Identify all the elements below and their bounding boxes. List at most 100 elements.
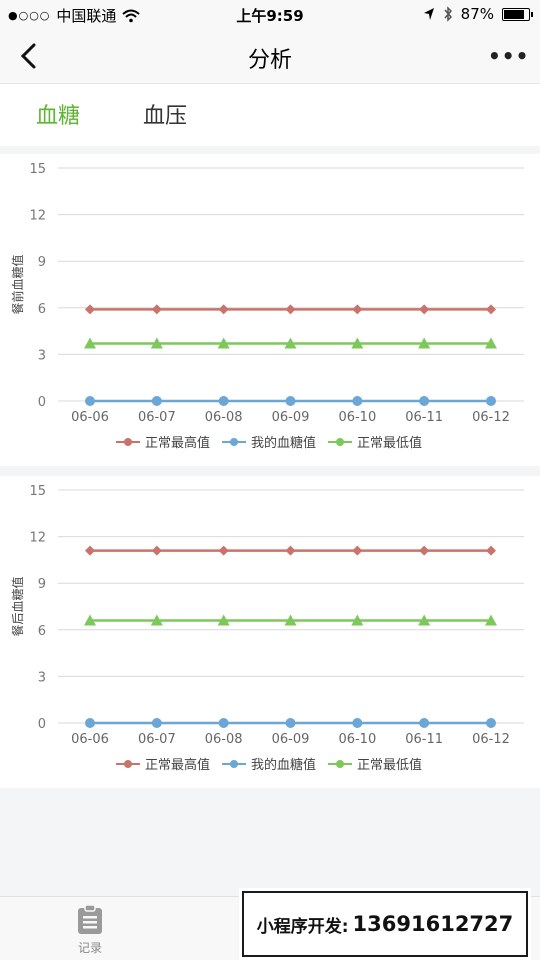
legend-item-0: 正常最高值 xyxy=(116,435,210,451)
data-point xyxy=(151,304,162,315)
data-point xyxy=(285,545,296,556)
legend-marker xyxy=(124,760,132,768)
y-tick-label: 6 xyxy=(38,624,46,639)
bluetooth-icon xyxy=(444,6,452,22)
y-axis-label: 餐后血糖值 xyxy=(10,576,25,636)
data-point xyxy=(218,304,229,315)
promo-banner: 小程序开发: 13691612727 xyxy=(242,891,528,957)
x-tick-label: 06-06 xyxy=(71,410,109,425)
data-point xyxy=(352,396,363,406)
chart-panel-before-meal: 0 3 6 9 12 15 06-06 06-07 06-08 06-09 06-10 06-11 06… xyxy=(0,154,540,466)
data-point xyxy=(151,718,162,728)
data-point xyxy=(486,396,496,406)
location-arrow-icon xyxy=(423,8,434,20)
x-tick-label: 06-10 xyxy=(338,410,376,425)
bottom-nav-record[interactable]: 记录 xyxy=(60,905,120,956)
legend-marker xyxy=(124,438,132,446)
legend-item-2: 正常最低值 xyxy=(328,435,422,451)
legend-label: 正常最高值 xyxy=(145,757,210,773)
data-point xyxy=(419,718,430,728)
data-point xyxy=(352,304,363,315)
series-2 xyxy=(84,337,497,349)
x-tick-label: 06-08 xyxy=(205,410,243,425)
data-point xyxy=(85,545,95,556)
legend-label: 正常最低值 xyxy=(357,435,422,451)
data-point xyxy=(84,614,96,626)
legend-marker xyxy=(336,438,344,446)
data-point xyxy=(486,718,496,728)
series-0 xyxy=(85,304,496,315)
carrier-name: 中国联通 xyxy=(56,7,117,25)
series-1 xyxy=(85,396,496,406)
tab-blood-pressure[interactable]: 血压 xyxy=(143,104,188,129)
data-point xyxy=(150,337,163,349)
clipboard-icon xyxy=(78,905,102,934)
y-tick-label: 15 xyxy=(29,162,46,177)
data-point xyxy=(284,614,297,626)
chart-before-meal: 0 3 6 9 12 15 06-06 06-07 06-08 06-09 06-10 06-11 06… xyxy=(10,162,524,451)
data-point xyxy=(351,614,364,626)
chart-panel-after-meal: 0 3 6 9 12 15 06-06 06-07 06-08 06-09 06-10 06-11 06… xyxy=(0,476,540,788)
legend-item-1: 我的血糖值 xyxy=(222,435,316,451)
data-point xyxy=(352,718,363,728)
x-tick-label: 06-12 xyxy=(472,410,510,425)
data-point xyxy=(285,304,296,315)
data-point xyxy=(285,396,296,406)
x-tick-label: 06-11 xyxy=(405,732,443,747)
x-tick-label: 06-06 xyxy=(71,732,109,747)
promo-phone: 13691612727 xyxy=(352,912,514,936)
chart-after-meal: 0 3 6 9 12 15 06-06 06-07 06-08 06-09 06-10 06-11 06… xyxy=(10,484,524,773)
legend-label: 正常最低值 xyxy=(357,757,422,773)
data-point xyxy=(217,614,230,626)
y-tick-label: 6 xyxy=(38,302,46,317)
tab-blood-sugar[interactable]: 血糖 xyxy=(36,104,81,129)
data-point xyxy=(218,396,229,406)
data-point xyxy=(419,304,430,315)
data-point xyxy=(85,304,95,315)
data-point xyxy=(151,545,162,556)
bottom-nav-record-label: 记录 xyxy=(77,941,102,955)
series-2 xyxy=(84,614,497,626)
x-tick-label: 06-11 xyxy=(405,410,443,425)
y-tick-label: 12 xyxy=(29,209,46,224)
tab-bar: 血糖 血压 xyxy=(0,84,540,146)
x-tick-label: 06-07 xyxy=(138,410,176,425)
data-point xyxy=(418,337,431,349)
nav-bar: 分析 ••• xyxy=(0,28,540,84)
status-time: 上午9:59 xyxy=(236,7,304,25)
status-left: ●○○○ 中国联通 xyxy=(8,5,141,26)
legend-item-1: 我的血糖值 xyxy=(222,757,316,773)
y-tick-label: 9 xyxy=(38,577,46,592)
y-tick-label: 9 xyxy=(38,255,46,270)
data-point xyxy=(352,545,363,556)
series-0 xyxy=(85,545,496,556)
data-point xyxy=(485,337,497,349)
y-tick-label: 3 xyxy=(38,348,46,363)
battery-fill xyxy=(504,9,524,19)
legend-item-2: 正常最低值 xyxy=(328,757,422,773)
y-axis-label: 餐前血糖值 xyxy=(10,254,25,314)
more-options-icon[interactable]: ••• xyxy=(488,44,530,68)
signal-icon: ●○○○ xyxy=(8,9,51,22)
data-point xyxy=(486,304,496,315)
data-point xyxy=(151,396,162,406)
y-tick-label: 0 xyxy=(38,395,46,410)
data-point xyxy=(218,718,229,728)
x-tick-label: 06-10 xyxy=(338,732,376,747)
back-chevron-icon[interactable] xyxy=(14,40,44,72)
legend-label: 我的血糖值 xyxy=(251,757,316,773)
data-point xyxy=(486,545,496,556)
legend-label: 正常最高值 xyxy=(145,435,210,451)
legend-marker xyxy=(230,438,238,446)
x-tick-label: 06-07 xyxy=(138,732,176,747)
x-tick-label: 06-09 xyxy=(272,410,310,425)
x-tick-label: 06-09 xyxy=(272,732,310,747)
legend-marker xyxy=(230,760,238,768)
data-point xyxy=(85,718,95,728)
series-1 xyxy=(85,718,496,728)
data-point xyxy=(418,614,431,626)
y-tick-label: 15 xyxy=(29,484,46,499)
data-point xyxy=(217,337,230,349)
battery-percent: 87% xyxy=(460,5,494,23)
data-point xyxy=(485,614,497,626)
